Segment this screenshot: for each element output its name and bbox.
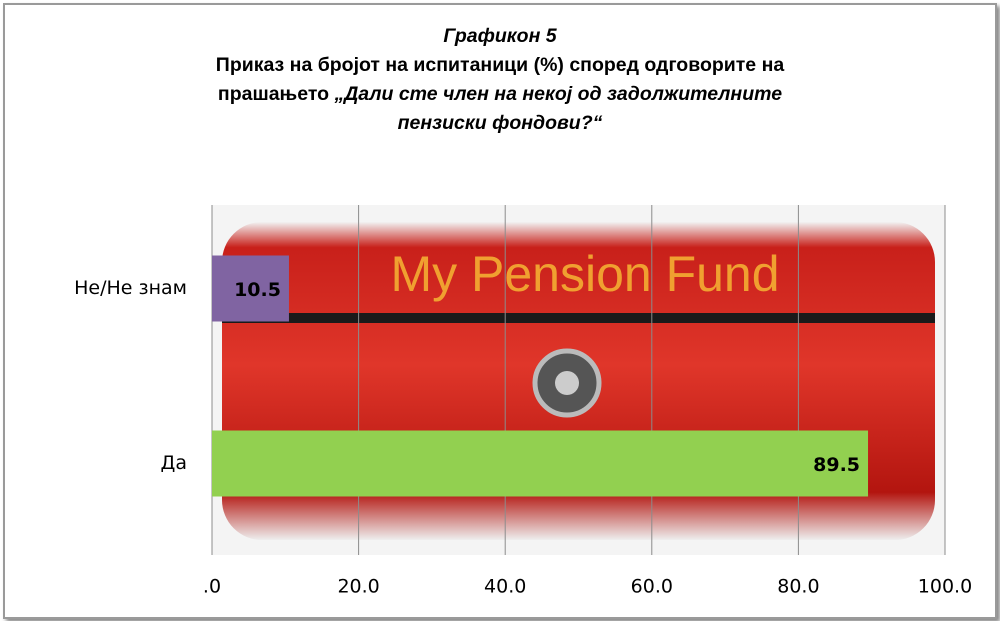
- y-tick-label: Да: [161, 452, 188, 474]
- x-tick-label: 100.0: [918, 576, 972, 598]
- y-tick-label: Не/Не знам: [74, 277, 187, 299]
- box-stripe: [222, 313, 935, 323]
- bar: [212, 431, 868, 497]
- box-text: My Pension Fund: [390, 246, 779, 302]
- box-keyhole: [555, 371, 579, 395]
- x-tick-label: 80.0: [777, 576, 819, 598]
- x-tick-label: 40.0: [484, 576, 526, 598]
- x-tick-label: .0: [203, 576, 221, 598]
- data-label: 10.5: [234, 279, 281, 301]
- x-tick-label: 60.0: [631, 576, 673, 598]
- chart: My Pension Fund .0 20.0 40.0 60.0 80.0 100.0 Н…: [0, 0, 1000, 621]
- data-label: 89.5: [813, 454, 860, 476]
- x-tick-label: 20.0: [337, 576, 379, 598]
